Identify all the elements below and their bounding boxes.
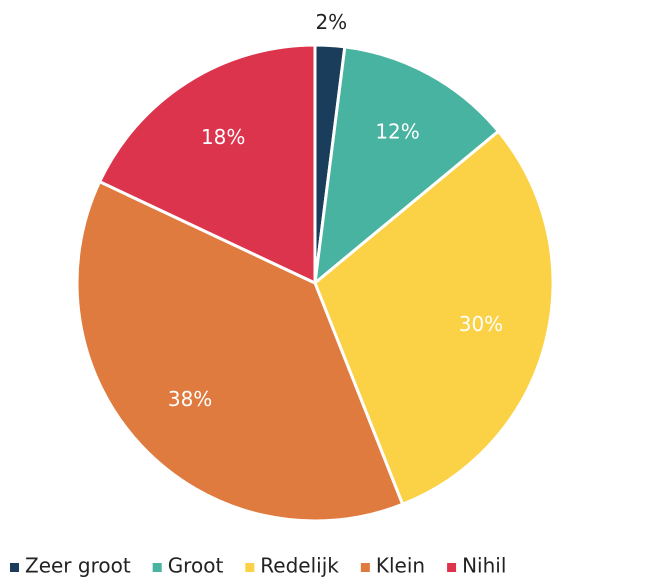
slice-label: 18%: [201, 125, 245, 149]
slice-label: 2%: [315, 10, 347, 34]
legend-label: Klein: [376, 554, 425, 578]
legend-label: Nihil: [462, 554, 506, 578]
legend-swatch: [10, 563, 19, 572]
legend-label: Zeer groot: [25, 554, 131, 578]
legend-swatch: [245, 563, 255, 572]
legend-label: Redelijk: [260, 554, 339, 578]
pie-slice: [313, 45, 501, 287]
slice-label: 12%: [375, 119, 419, 143]
legend-swatch: [360, 563, 370, 572]
slice-label: 30%: [459, 312, 503, 336]
pie-slice: [97, 43, 317, 286]
pie-slice: [313, 129, 555, 507]
pie-slice: [75, 179, 405, 523]
legend-swatch: [447, 563, 457, 572]
legend-swatch: [152, 563, 162, 572]
slice-label: 38%: [168, 387, 212, 411]
legend-label: Groot: [168, 554, 224, 578]
